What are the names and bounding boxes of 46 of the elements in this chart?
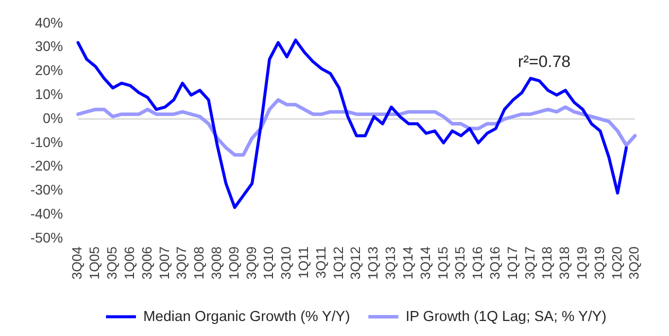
x-tick-label: 1Q19 (574, 246, 590, 280)
y-tick-label: 0% (42, 110, 63, 126)
x-tick-label: 1Q06 (122, 246, 137, 280)
x-tick-label: 3Q16 (487, 246, 502, 280)
x-tick-label: 1Q18 (540, 246, 555, 280)
x-tick-label: 3Q10 (278, 246, 294, 280)
x-tick-label: 1Q09 (226, 246, 242, 280)
x-tick-label: 3Q17 (522, 246, 538, 280)
x-tick-label: 3Q04 (70, 246, 85, 280)
x-tick-label: 3Q19 (592, 246, 607, 280)
x-tick-label: 1Q16 (470, 246, 486, 280)
x-tick-label: 3Q15 (452, 246, 468, 280)
x-tick-label: 1Q17 (504, 246, 520, 280)
x-tick-label: 1Q10 (261, 246, 276, 280)
x-tick-label: 1Q12 (330, 246, 346, 280)
x-tick-label: 1Q05 (87, 246, 102, 280)
x-tick-label: 1Q14 (400, 246, 416, 280)
y-tick-label: 20% (34, 62, 63, 78)
x-tick-label: 3Q18 (557, 246, 572, 280)
y-tick-label: -30% (30, 182, 63, 198)
x-tick-label: 3Q06 (139, 246, 154, 280)
x-tick-label: 3Q14 (418, 246, 433, 280)
x-tick-label: 3Q20 (626, 246, 642, 280)
y-tick-label: -40% (30, 205, 63, 222)
x-tick-label: 1Q13 (366, 246, 381, 280)
x-tick-label: 3Q05 (104, 246, 120, 280)
y-tick-label: 40% (34, 14, 63, 30)
y-tick-label: -10% (30, 134, 63, 150)
x-tick-label: 3Q07 (174, 246, 190, 280)
x-tick-label: 3Q09 (244, 246, 259, 280)
y-tick-label: 30% (34, 38, 63, 54)
legend-label: IP Growth (1Q Lag; SA; % Y/Y) (406, 308, 607, 325)
x-tick-label: 1Q07 (156, 246, 172, 280)
x-tick-label: 3Q08 (208, 246, 224, 280)
x-tick-label: 3Q11 (313, 246, 328, 279)
legend-label: Median Organic Growth (% Y/Y) (143, 308, 350, 325)
x-tick-label: 1Q15 (435, 246, 450, 280)
x-tick-label: 1Q08 (192, 246, 207, 280)
y-tick-label: 10% (34, 86, 63, 102)
y-tick-label: -20% (30, 158, 63, 174)
y-tick-label: -50% (30, 229, 63, 246)
x-tick-label: 1Q11 (296, 246, 311, 279)
x-tick-label: 3Q12 (348, 246, 364, 280)
x-tick-label: 3Q13 (383, 246, 398, 280)
annotation: r²=0.78 (518, 53, 571, 72)
x-tick-label: 1Q20 (609, 246, 624, 280)
